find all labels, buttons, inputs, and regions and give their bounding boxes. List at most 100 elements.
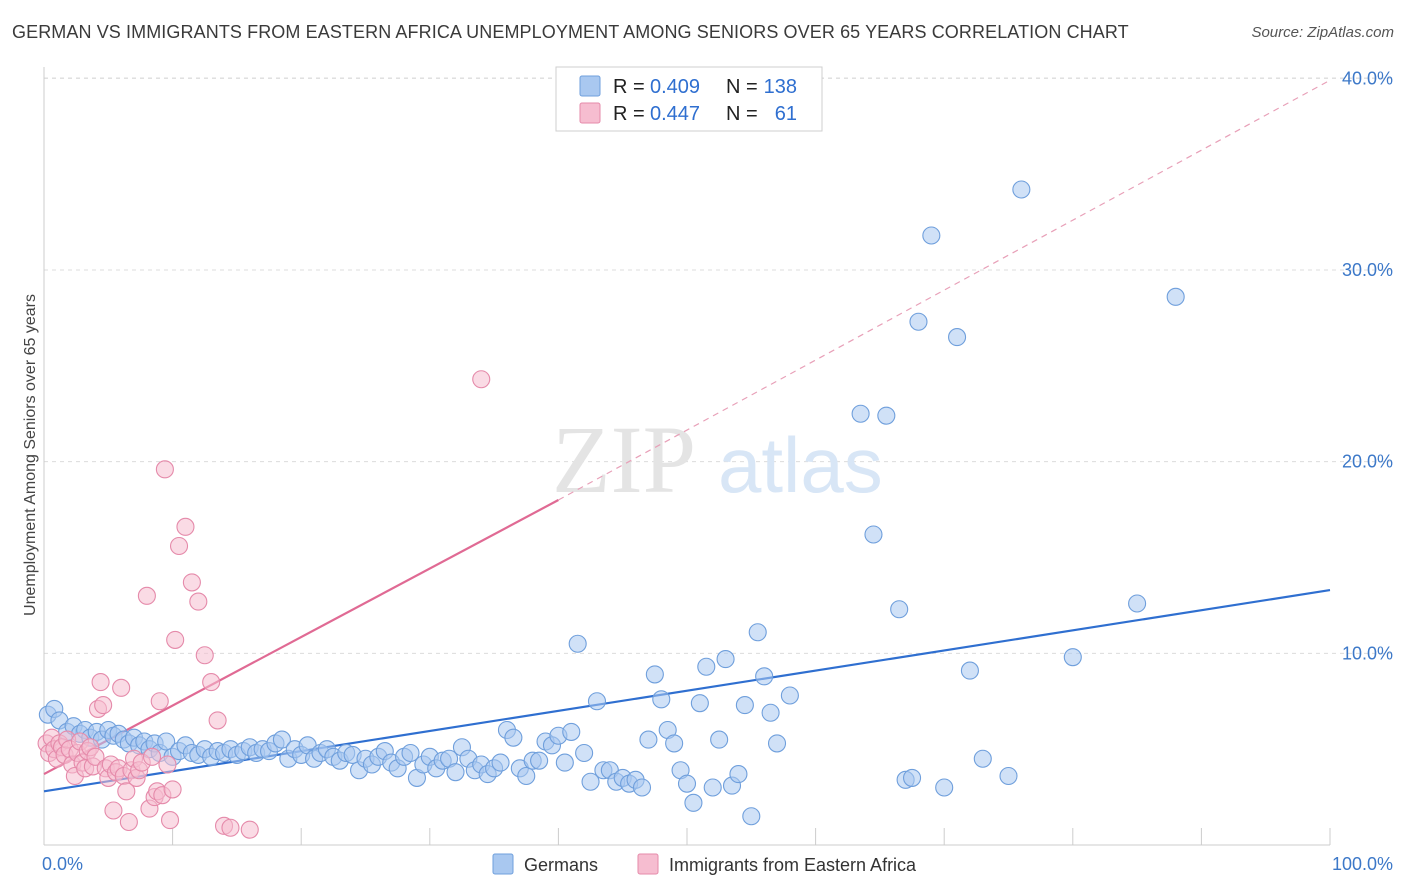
point-germans (973, 749, 992, 768)
point-germans (504, 728, 523, 747)
point-germans (742, 807, 761, 826)
y-tick-label: 40.0% (1342, 68, 1393, 88)
legend-swatch-germans (492, 853, 514, 875)
stats-r-value-germans: 0.409 (650, 76, 700, 98)
point-germans (581, 772, 600, 791)
point-germans (401, 743, 420, 763)
series-immigrants (37, 370, 491, 839)
stats-n-value-germans: 138 (764, 76, 797, 98)
point-immigrants (472, 370, 491, 389)
point-germans (729, 765, 748, 784)
x-tick-label: 100.0% (1332, 854, 1393, 874)
point-germans (902, 768, 922, 787)
point-immigrants (158, 755, 177, 774)
point-germans (948, 328, 967, 347)
trend-extension-immigrants (558, 79, 1331, 501)
series-germans (38, 180, 1185, 826)
series-legend: Germans Immigrants from Eastern Africa (492, 853, 917, 875)
point-germans (632, 778, 652, 797)
point-germans (1166, 287, 1185, 306)
point-immigrants (117, 782, 136, 801)
stats-r-value-immigrants: 0.447 (650, 103, 700, 125)
point-germans (697, 657, 716, 676)
point-germans (446, 763, 465, 782)
point-germans (716, 650, 735, 669)
point-germans (922, 226, 941, 245)
legend-label-immigrants: Immigrants from Eastern Africa (669, 855, 917, 875)
trend-line-immigrants (43, 499, 559, 776)
point-germans (999, 766, 1018, 786)
point-immigrants (163, 780, 182, 799)
point-germans (562, 722, 581, 741)
stats-swatch-germans (579, 75, 601, 97)
point-germans (935, 778, 954, 797)
point-germans (690, 694, 709, 713)
point-germans (587, 692, 607, 711)
point-germans (748, 623, 767, 642)
stats-n-value-immigrants: 61 (775, 103, 797, 125)
point-immigrants (91, 673, 110, 692)
point-germans (645, 665, 664, 684)
point-germans (851, 404, 870, 423)
x-tick-label: 0.0% (42, 854, 83, 874)
point-germans (272, 730, 291, 749)
point-immigrants (94, 696, 113, 715)
point-germans (575, 743, 594, 763)
point-germans (157, 732, 176, 751)
point-immigrants (142, 747, 162, 766)
point-germans (491, 753, 510, 772)
point-immigrants (208, 711, 227, 730)
point-germans (1128, 594, 1147, 613)
y-tick-label: 10.0% (1342, 643, 1393, 663)
stats-swatch-immigrants (579, 102, 601, 124)
point-immigrants (155, 460, 174, 479)
point-immigrants (119, 812, 138, 832)
points-layer (37, 180, 1185, 839)
point-germans (761, 703, 780, 722)
legend-swatch-immigrants (637, 853, 659, 875)
point-germans (1063, 648, 1082, 667)
point-germans (890, 600, 909, 619)
point-immigrants (112, 678, 131, 697)
stats-r-label-germans: R = (613, 76, 645, 98)
point-immigrants (240, 820, 259, 839)
point-immigrants (150, 692, 169, 711)
y-tick-label: 30.0% (1342, 260, 1393, 280)
point-germans (568, 634, 587, 653)
watermark: ZIP atlas (552, 406, 883, 513)
chart-title: GERMAN VS IMMIGRANTS FROM EASTERN AFRICA… (12, 22, 1129, 42)
stats-legend: R = 0.409 N = 138 R = 0.447 N = 61 (555, 66, 823, 132)
point-germans (652, 690, 671, 709)
stats-n-label-germans: N = (726, 76, 758, 98)
point-immigrants (195, 646, 214, 665)
point-immigrants (182, 573, 201, 592)
point-immigrants (166, 630, 185, 649)
point-immigrants (221, 818, 240, 837)
point-germans (555, 753, 574, 772)
point-immigrants (86, 747, 105, 766)
point-immigrants (189, 592, 208, 611)
y-tick-label: 20.0% (1342, 452, 1393, 472)
point-immigrants (104, 801, 123, 820)
point-immigrants (169, 536, 189, 556)
point-germans (755, 667, 774, 686)
point-germans (684, 793, 703, 812)
point-germans (665, 734, 684, 753)
point-germans (960, 661, 979, 680)
legend-label-germans: Germans (524, 855, 598, 875)
x-tick-labels: 0.0% 100.0% (42, 854, 1393, 874)
point-germans (735, 696, 754, 715)
point-immigrants (202, 673, 221, 692)
point-germans (703, 778, 722, 797)
watermark-zip: ZIP (552, 406, 696, 513)
stats-n-label-immigrants: N = (726, 103, 758, 125)
watermark-atlas: atlas (718, 421, 883, 509)
point-germans (780, 686, 799, 705)
gridlines (44, 77, 1392, 654)
point-germans (639, 730, 658, 749)
y-axis-label: Unemployment Among Seniors over 65 years (22, 294, 39, 616)
point-germans (864, 525, 883, 544)
point-immigrants (160, 811, 180, 830)
point-germans (517, 766, 536, 786)
point-germans (710, 730, 729, 749)
